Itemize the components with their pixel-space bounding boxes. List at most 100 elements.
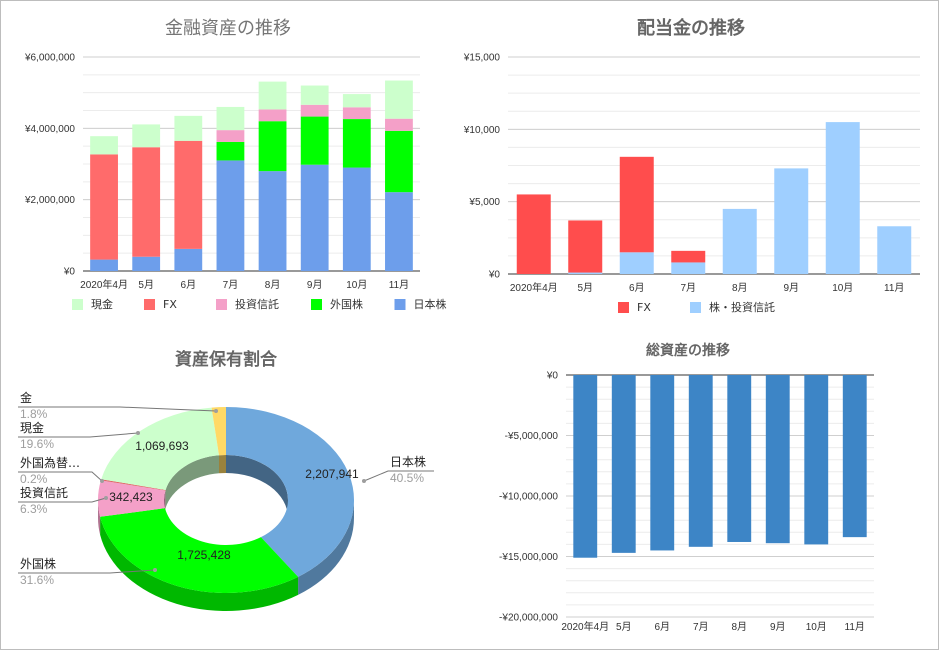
bar-株・投資信託 xyxy=(619,252,654,274)
slice-inner-金 xyxy=(219,455,226,474)
bar-現金 xyxy=(90,136,118,155)
slice-side-投資信託 xyxy=(98,500,101,535)
bar-total-assets xyxy=(650,375,675,551)
slice-外国株 xyxy=(100,508,299,593)
total-assets-title: 総資産の推移 xyxy=(646,342,730,359)
slice-金 xyxy=(211,407,226,456)
bar-外国株 xyxy=(300,116,329,165)
slice-value-label: 1,069,693 xyxy=(135,439,189,453)
legend-label: 外国株 xyxy=(330,297,363,311)
bar-total-assets xyxy=(765,375,790,544)
slice-投資信託 xyxy=(98,480,166,517)
slice-日本株 xyxy=(226,407,354,577)
bar-株・投資信託 xyxy=(774,168,809,274)
slice-side-日本株 xyxy=(298,500,354,595)
x-tick-label: 5月 xyxy=(616,621,632,633)
legend-swatch xyxy=(311,299,322,310)
slice-percent-label: 0.2% xyxy=(20,472,48,486)
bar-現金 xyxy=(258,81,287,110)
callout-dot xyxy=(153,568,157,572)
financial-assets-chart: 金融資産の推移 ¥0 ¥2,000,000 ¥4,000,000 ¥6,000,000… xyxy=(0,0,470,330)
slice-value-label: 342,423 xyxy=(109,490,153,504)
financial-assets-title: 金融資産の推移 xyxy=(165,18,291,39)
bar-total-assets xyxy=(727,375,752,542)
bar-現金 xyxy=(132,124,161,148)
bar-日本株 xyxy=(385,192,413,271)
y-tick-label: -¥5,000,000 xyxy=(505,431,559,442)
bar-株・投資信託 xyxy=(722,208,757,274)
bar-FX xyxy=(619,156,654,253)
y-tick-label: ¥6,000,000 xyxy=(24,53,75,64)
bar-投資信託 xyxy=(258,109,287,122)
bar-外国株 xyxy=(216,141,245,161)
slice-現金 xyxy=(101,407,220,490)
bar-株・投資信託 xyxy=(877,226,912,274)
slice-percent-label: 1.8% xyxy=(20,407,48,421)
x-tick-label: 2020年4月 xyxy=(510,281,558,294)
y-tick-label: ¥0 xyxy=(488,270,501,281)
bar-日本株 xyxy=(300,164,329,271)
y-tick-label: ¥10,000 xyxy=(463,125,501,136)
bar-FX xyxy=(90,154,118,260)
legend-swatch xyxy=(690,302,701,313)
x-tick-label: 8月 xyxy=(732,282,748,294)
bar-株・投資信託 xyxy=(568,272,603,274)
x-tick-label: 6月 xyxy=(654,621,670,633)
callout-line xyxy=(18,497,107,503)
bar-total-assets xyxy=(611,375,636,553)
bar-現金 xyxy=(385,80,413,119)
slice-name-label: 投資信託 xyxy=(20,485,68,500)
bar-total-assets xyxy=(573,375,598,558)
bar-日本株 xyxy=(258,171,287,271)
bar-FX xyxy=(568,220,603,273)
slice-percent-label: 31.6% xyxy=(20,573,54,587)
bar-外国株 xyxy=(385,130,413,193)
callout-line xyxy=(18,569,156,574)
legend-label: 株・投資信託 xyxy=(709,300,775,314)
total-assets-chart: 総資産の推移 ¥0 -¥5,000,000 -¥10,000,000 -¥15,000… xyxy=(470,330,939,650)
legend-label: 日本株 xyxy=(414,297,447,311)
x-tick-label: 8月 xyxy=(265,279,281,291)
bar-total-assets xyxy=(804,375,829,545)
x-tick-label: 11月 xyxy=(884,282,904,294)
asset-allocation-title: 資産保有割合 xyxy=(175,349,278,370)
x-tick-label: 10月 xyxy=(346,279,367,291)
slice-name-label: 現金 xyxy=(20,420,44,435)
bar-現金 xyxy=(216,106,245,131)
legend-swatch xyxy=(394,299,406,310)
y-tick-label: ¥0 xyxy=(63,267,76,278)
bar-現金 xyxy=(342,94,371,108)
slice-name-label: 金 xyxy=(20,390,32,405)
x-tick-label: 11月 xyxy=(389,279,409,291)
callout-dot xyxy=(362,479,366,483)
x-tick-label: 5月 xyxy=(577,282,593,294)
callout-dot xyxy=(214,409,218,413)
bar-外国株 xyxy=(258,121,287,172)
bar-total-assets xyxy=(688,375,713,547)
bar-日本株 xyxy=(174,248,203,271)
bar-現金 xyxy=(174,115,203,141)
bar-FX xyxy=(516,194,551,274)
x-tick-label: 7月 xyxy=(693,621,709,633)
callout-line xyxy=(18,432,139,438)
x-tick-label: 7月 xyxy=(680,282,696,294)
asset-allocation-svg: 資産保有割合 2,207,941 1,725,428 342,423 1,069,69… xyxy=(18,349,434,611)
x-tick-label: 5月 xyxy=(138,279,154,291)
x-tick-label: 9月 xyxy=(307,279,323,291)
x-tick-label: 2020年4月 xyxy=(561,620,609,633)
legend-swatch xyxy=(618,302,629,313)
callout-dot xyxy=(104,496,108,500)
bar-日本株 xyxy=(342,167,371,271)
bar-FX xyxy=(671,250,706,263)
bar-日本株 xyxy=(216,160,245,271)
x-tick-label: 9月 xyxy=(783,282,799,294)
x-tick-label: 10月 xyxy=(806,621,827,633)
slice-外国為替… xyxy=(100,479,166,491)
legend-label: 投資信託 xyxy=(235,297,279,311)
y-tick-label: ¥2,000,000 xyxy=(24,195,75,206)
y-tick-label: ¥15,000 xyxy=(463,53,501,64)
callout-dot xyxy=(136,431,140,435)
slice-percent-label: 40.5% xyxy=(390,471,424,485)
slice-percent-label: 6.3% xyxy=(20,502,48,516)
y-tick-label: -¥10,000,000 xyxy=(499,492,558,503)
